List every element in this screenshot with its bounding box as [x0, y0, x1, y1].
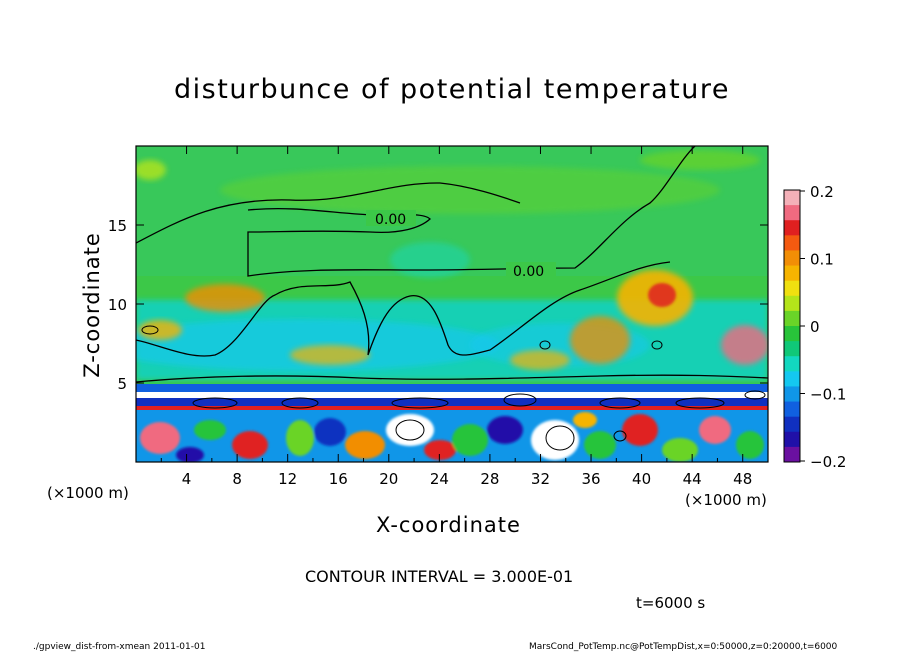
x-tick-label-40: 40 [632, 470, 651, 488]
colorbar-cell [784, 356, 800, 372]
x-axis-label: X-coordinate [376, 513, 521, 537]
colorbar-cell [784, 205, 800, 221]
colorbar: 0.2 0.1 0 −0.1 −0.2 [783, 183, 846, 471]
x-tick-label-16: 16 [329, 470, 348, 488]
colorbar-cell [784, 371, 800, 387]
x-tick-label-28: 28 [480, 470, 499, 488]
colorbar-cell [784, 446, 800, 463]
colorbar-tick-label: 0 [810, 318, 820, 336]
colorbar-cell [784, 431, 800, 448]
x-tick-label-4: 4 [182, 470, 192, 488]
contour-label: 0.00 [375, 212, 406, 228]
colorbar-cell [784, 190, 800, 206]
footer-source-label: MarsCond_PotTemp.nc@PotTempDist,x=0:5000… [529, 642, 838, 652]
x-tick-label-36: 36 [581, 470, 600, 488]
x-tick-label-24: 24 [430, 470, 449, 488]
colorbar-ticks: 0.2 0.1 0 −0.1 −0.2 [800, 183, 846, 471]
colorbar-cell [784, 326, 800, 342]
x-unit-label-right: (×1000 m) [685, 491, 767, 509]
x-tick-label-8: 8 [232, 470, 242, 488]
y-tick-label-15: 15 [108, 217, 127, 235]
colorbar-cell [784, 280, 800, 297]
contour-interval-label: CONTOUR INTERVAL = 3.000E-01 [305, 567, 574, 586]
y-axis: 5 10 15 [108, 217, 768, 393]
x-tick-label-32: 32 [531, 470, 550, 488]
colorbar-tick-label: −0.2 [810, 453, 846, 471]
colorbar-cell [784, 386, 800, 403]
colorbar-cell [784, 295, 800, 312]
colorbar-cell [784, 416, 800, 433]
contour-label: 0.00 [513, 264, 544, 280]
colorbar-cell [784, 250, 800, 267]
x-tick-label-44: 44 [683, 470, 702, 488]
colorbar-cell [784, 341, 800, 357]
x-tick-label-12: 12 [278, 470, 297, 488]
y-tick-label-5: 5 [117, 375, 127, 393]
x-tick-label-48: 48 [733, 470, 752, 488]
colorbar-tick-label: 0.1 [810, 251, 834, 269]
colorbar-tick-label: 0.2 [810, 183, 834, 201]
x-unit-label-left: (×1000 m) [47, 484, 129, 502]
y-tick-label-10: 10 [108, 296, 127, 314]
x-axis: 4 8 12 16 20 24 28 32 36 40 44 48 [160, 146, 752, 488]
heatmap-field [136, 146, 768, 462]
colorbar-cell [784, 235, 800, 251]
colorbar-cell [784, 265, 800, 282]
chart-title: disturbunce of potential temperature [174, 74, 730, 105]
x-tick-label-20: 20 [379, 470, 398, 488]
colorbar-tick-label: −0.1 [810, 386, 846, 404]
colorbar-cell [784, 401, 800, 418]
time-label: t=6000 s [636, 594, 706, 612]
y-axis-label: Z-coordinate [80, 232, 104, 378]
colorbar-cell [784, 220, 800, 236]
footer-command-label: ./gpview_dist-from-xmean 2011-01-01 [33, 642, 206, 652]
colorbar-cells [784, 190, 800, 463]
contour-labels: 0.00 0.00 [375, 212, 544, 280]
colorbar-cell [784, 310, 800, 327]
